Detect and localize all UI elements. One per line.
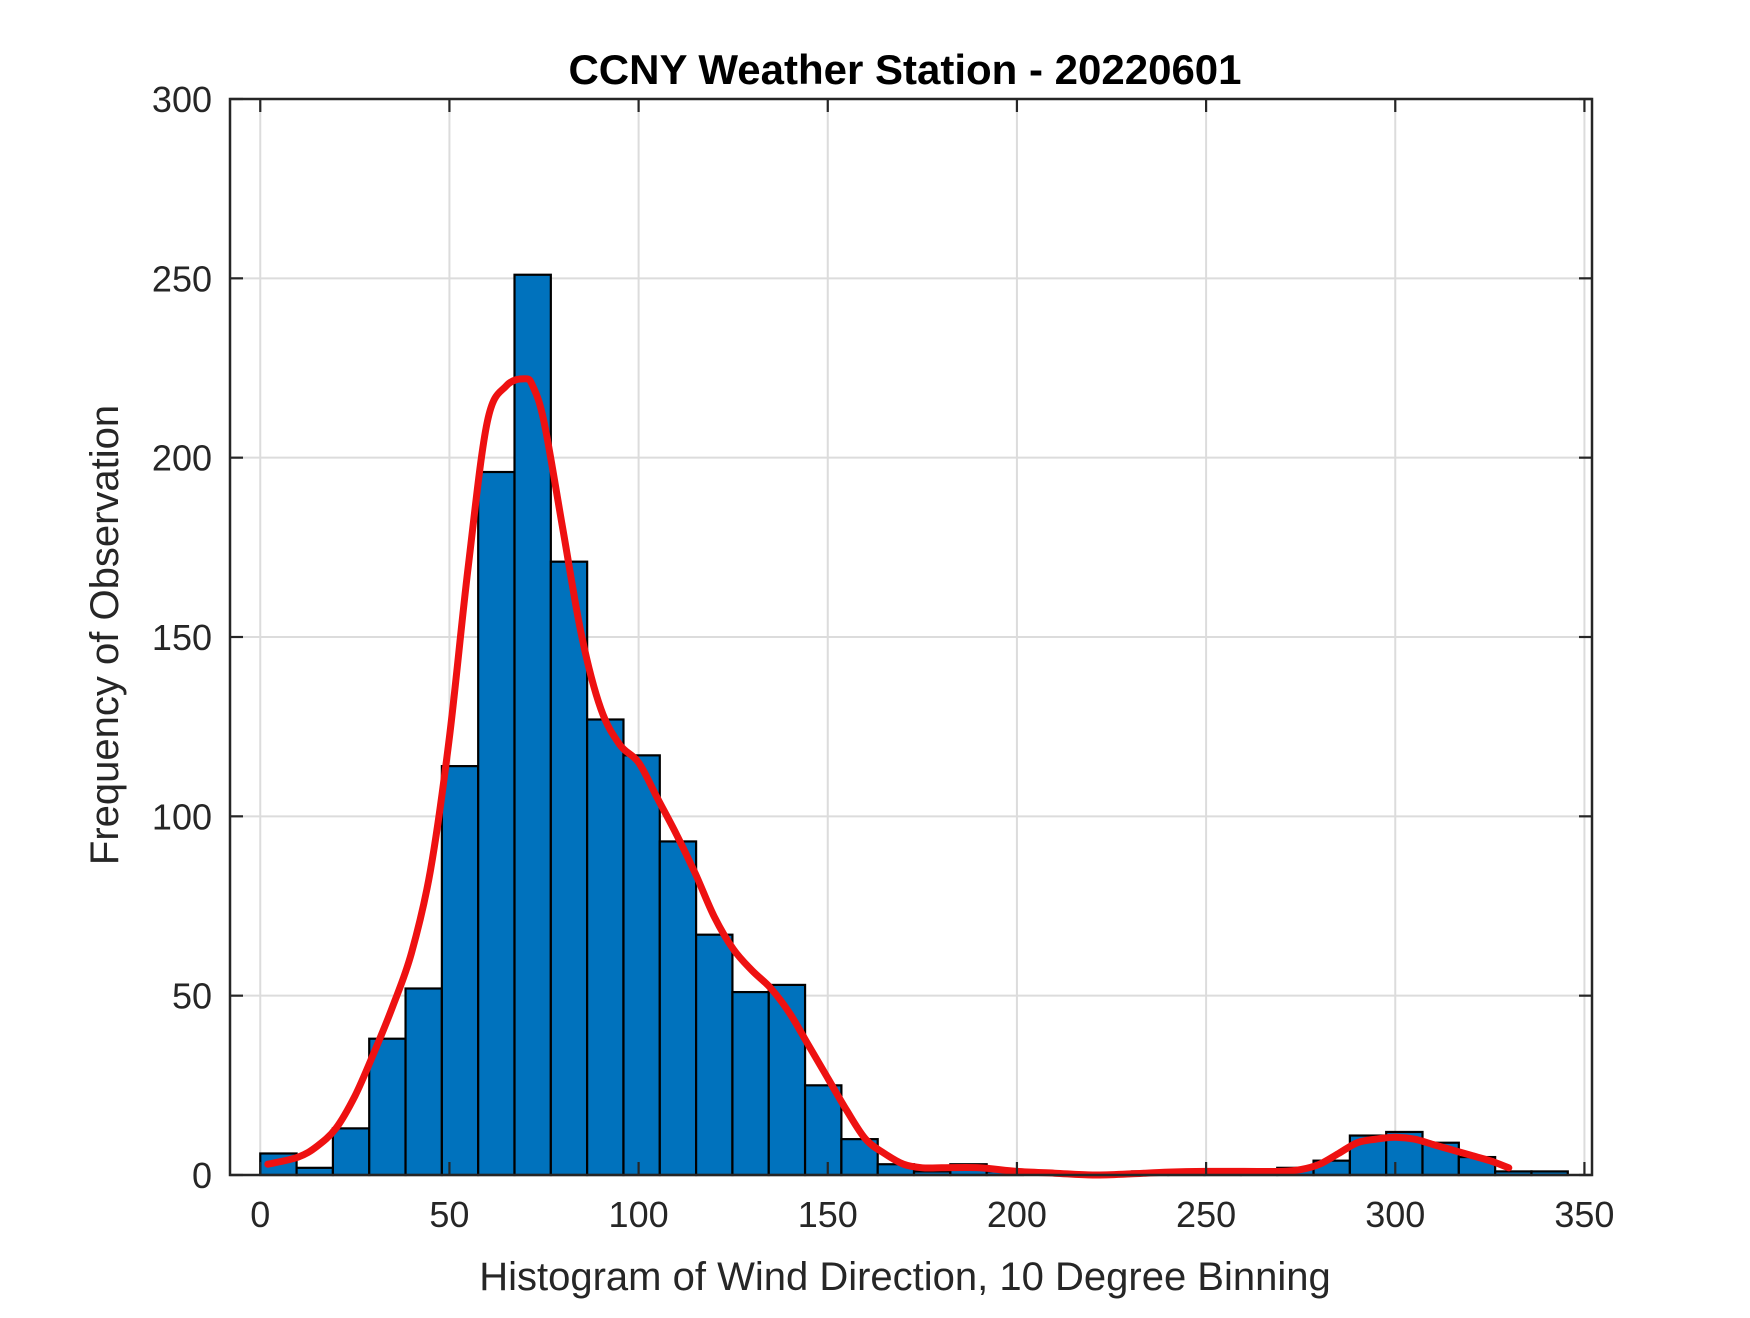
y-tick-label: 50 xyxy=(172,976,212,1017)
x-tick-label: 350 xyxy=(1554,1194,1614,1235)
histogram-bar xyxy=(586,718,625,1177)
histogram-bar xyxy=(477,470,516,1177)
histogram-bars xyxy=(259,273,1569,1177)
y-tick-label: 200 xyxy=(152,438,212,479)
x-tick-label: 300 xyxy=(1365,1194,1425,1235)
histogram-bar xyxy=(622,754,661,1177)
histogram-bar xyxy=(767,983,807,1177)
y-tick-label: 150 xyxy=(152,617,212,658)
x-tick-label: 250 xyxy=(1176,1194,1236,1235)
y-tick-label: 100 xyxy=(152,796,212,837)
x-tick-label: 100 xyxy=(609,1194,669,1235)
density-curve-layer xyxy=(264,375,1513,1179)
histogram-bar xyxy=(549,560,589,1177)
y-tick-label: 300 xyxy=(152,79,212,120)
x-tick-label: 0 xyxy=(250,1194,270,1235)
x-tick-label: 200 xyxy=(987,1194,1047,1235)
axis-tick-labels: 0 50 100 150 200 250 300 350 0 50 100 150 200 250 300 xyxy=(152,79,1615,1235)
histogram-bar xyxy=(731,990,770,1177)
histogram-bar xyxy=(331,1127,371,1177)
chart-title: CCNY Weather Station - 20220601 xyxy=(568,46,1241,93)
histogram-bar xyxy=(658,840,698,1177)
y-tick-label: 250 xyxy=(152,258,212,299)
axis-ticks xyxy=(230,97,1592,1177)
histogram-bar xyxy=(695,933,734,1177)
density-curve xyxy=(264,375,1513,1179)
x-tick-label: 50 xyxy=(429,1194,469,1235)
x-tick-label: 150 xyxy=(798,1194,858,1235)
y-axis-label: Frequency of Observation xyxy=(83,405,127,865)
histogram-bar xyxy=(803,1084,843,1177)
histogram-bar xyxy=(440,765,480,1177)
histogram-bar xyxy=(404,987,443,1177)
y-tick-label: 0 xyxy=(192,1155,212,1196)
histogram-bar xyxy=(513,273,552,1177)
x-axis-label: Histogram of Wind Direction, 10 Degree B… xyxy=(479,1255,1331,1299)
